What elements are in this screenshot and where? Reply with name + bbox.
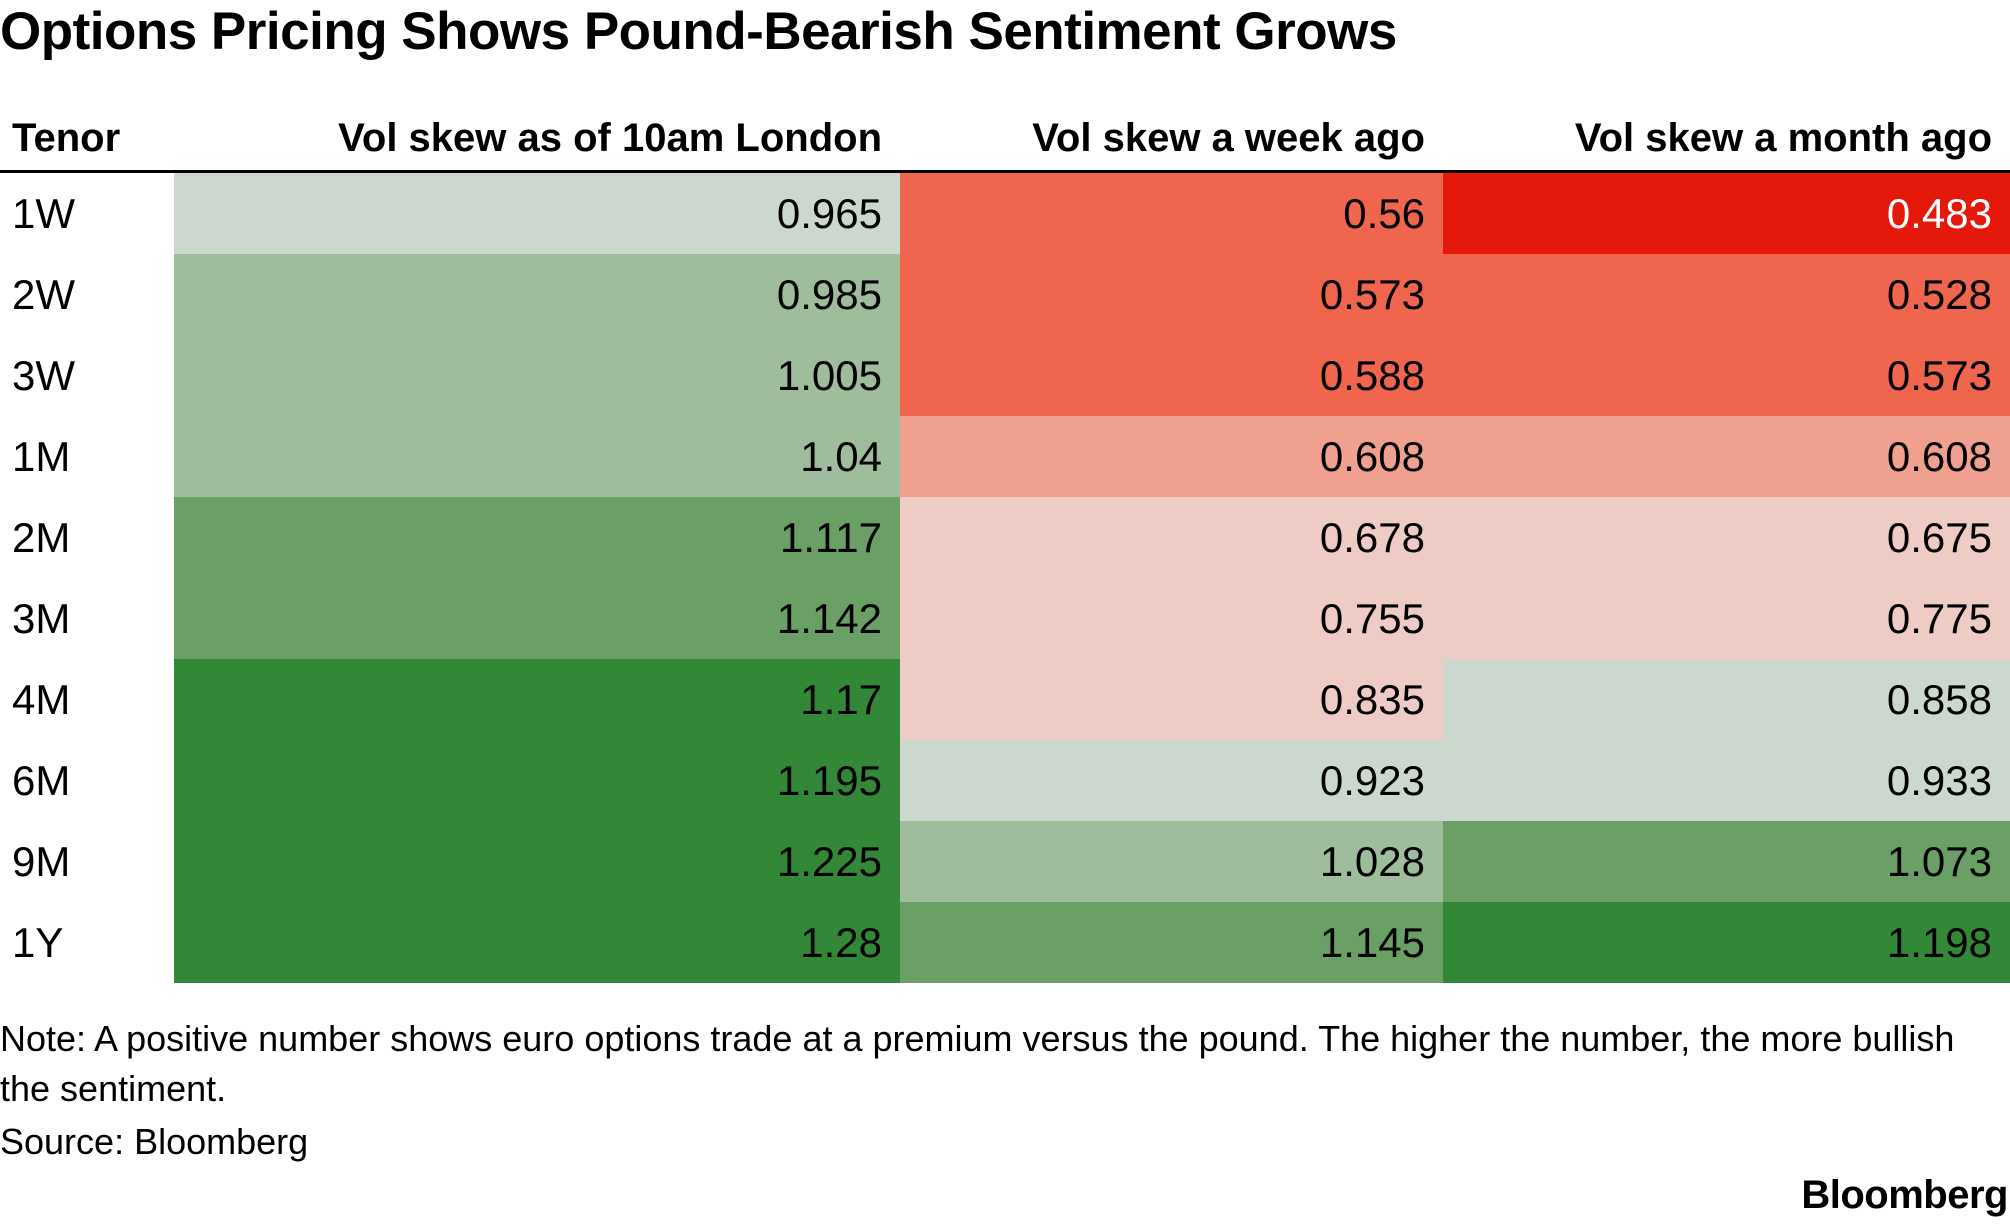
table-row: 1W 0.965 0.56 0.483 xyxy=(0,173,2010,254)
column-header-current: Vol skew as of 10am London xyxy=(338,116,882,160)
cell-current: 1.04 xyxy=(174,416,900,497)
cell-current: 0.965 xyxy=(174,173,900,254)
cell-week-ago: 0.56 xyxy=(900,173,1443,254)
cell-week-ago: 0.573 xyxy=(900,254,1443,335)
cell-week-ago: 0.588 xyxy=(900,335,1443,416)
cell-month-ago: 0.933 xyxy=(1443,740,2010,821)
cell-month-ago: 1.198 xyxy=(1443,902,2010,983)
tenor-label: 1Y xyxy=(12,919,64,966)
cell-month-ago: 0.483 xyxy=(1443,173,2010,254)
tenor-label: 1W xyxy=(12,190,75,237)
cell-month-ago: 0.858 xyxy=(1443,659,2010,740)
table-row: 6M 1.195 0.923 0.933 xyxy=(0,740,2010,821)
cell-week-ago: 1.028 xyxy=(900,821,1443,902)
cell-week-ago: 0.835 xyxy=(900,659,1443,740)
cell-month-ago: 0.775 xyxy=(1443,578,2010,659)
table-row: 4M 1.17 0.835 0.858 xyxy=(0,659,2010,740)
tenor-label: 3W xyxy=(12,352,75,399)
table-header: Tenor Vol skew as of 10am London Vol ske… xyxy=(0,103,2010,173)
column-header-tenor: Tenor xyxy=(12,116,121,160)
cell-current: 1.195 xyxy=(174,740,900,821)
cell-week-ago: 0.755 xyxy=(900,578,1443,659)
table-row: 3W 1.005 0.588 0.573 xyxy=(0,335,2010,416)
cell-current: 1.142 xyxy=(174,578,900,659)
cell-month-ago: 1.073 xyxy=(1443,821,2010,902)
cell-current: 0.985 xyxy=(174,254,900,335)
footnote: Note: A positive number shows euro optio… xyxy=(0,1018,1955,1109)
cell-month-ago: 0.608 xyxy=(1443,416,2010,497)
cell-month-ago: 0.573 xyxy=(1443,335,2010,416)
table-row: 2M 1.117 0.678 0.675 xyxy=(0,497,2010,578)
cell-week-ago: 1.145 xyxy=(900,902,1443,983)
cell-current: 1.17 xyxy=(174,659,900,740)
table-row: 2W 0.985 0.573 0.528 xyxy=(0,254,2010,335)
tenor-label: 2M xyxy=(12,514,71,561)
heatmap-table: Tenor Vol skew as of 10am London Vol ske… xyxy=(0,103,2010,983)
tenor-label: 2W xyxy=(12,271,75,318)
cell-current: 1.117 xyxy=(174,497,900,578)
tenor-label: 9M xyxy=(12,838,71,885)
cell-week-ago: 0.678 xyxy=(900,497,1443,578)
bloomberg-logo: Bloomberg xyxy=(1801,1173,2008,1217)
tenor-label: 6M xyxy=(12,757,71,804)
table-body: 1W 0.965 0.56 0.483 2W 0.985 0.573 0.528 3W 1.005… xyxy=(0,173,2010,983)
source-note: Source: Bloomberg xyxy=(0,1121,309,1162)
cell-current: 1.005 xyxy=(174,335,900,416)
tenor-label: 1M xyxy=(12,433,71,480)
table-row: 1M 1.04 0.608 0.608 xyxy=(0,416,2010,497)
cell-month-ago: 0.675 xyxy=(1443,497,2010,578)
table-row: 9M 1.225 1.028 1.073 xyxy=(0,821,2010,902)
cell-month-ago: 0.528 xyxy=(1443,254,2010,335)
cell-week-ago: 0.608 xyxy=(900,416,1443,497)
cell-week-ago: 0.923 xyxy=(900,740,1443,821)
chart-title: Options Pricing Shows Pound-Bearish Sent… xyxy=(0,2,1397,61)
column-header-week-ago: Vol skew a week ago xyxy=(1032,116,1425,160)
tenor-label: 3M xyxy=(12,595,71,642)
cell-current: 1.225 xyxy=(174,821,900,902)
table-row: 1Y 1.28 1.145 1.198 xyxy=(0,902,2010,983)
cell-current: 1.28 xyxy=(174,902,900,983)
column-header-month-ago: Vol skew a month ago xyxy=(1574,116,1992,160)
tenor-label: 4M xyxy=(12,676,71,723)
table-row: 3M 1.142 0.755 0.775 xyxy=(0,578,2010,659)
